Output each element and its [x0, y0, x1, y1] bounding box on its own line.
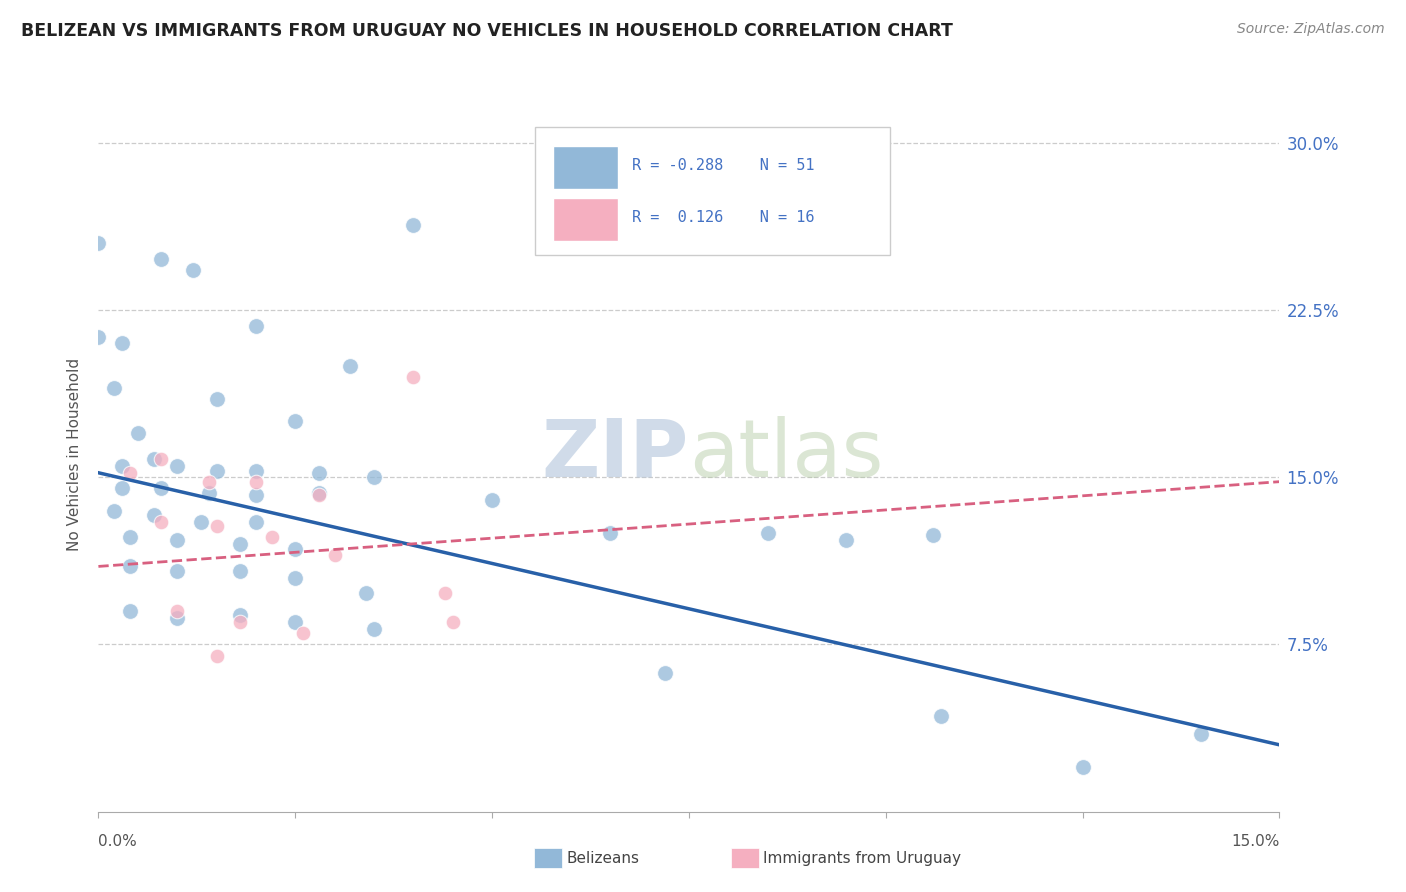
- Point: [111, 336, 134, 351]
- Point: [118, 604, 141, 618]
- Point: [402, 369, 425, 384]
- Text: atlas: atlas: [689, 416, 883, 494]
- Point: [166, 604, 188, 618]
- Point: [229, 615, 252, 630]
- Point: [323, 548, 346, 563]
- Point: [190, 515, 212, 529]
- Text: Belizeans: Belizeans: [567, 851, 640, 865]
- Point: [922, 528, 945, 542]
- Point: [245, 464, 267, 478]
- Point: [205, 392, 228, 407]
- Point: [245, 318, 267, 333]
- Point: [150, 515, 173, 529]
- Point: [118, 466, 141, 480]
- Point: [433, 586, 456, 600]
- Point: [229, 608, 252, 623]
- Point: [284, 615, 307, 630]
- Point: [150, 482, 173, 496]
- Point: [363, 622, 385, 636]
- Point: [245, 475, 267, 489]
- Point: [292, 626, 315, 640]
- Point: [339, 359, 361, 373]
- Point: [229, 564, 252, 578]
- Point: [87, 236, 110, 251]
- Point: [284, 571, 307, 585]
- Point: [118, 530, 141, 544]
- Point: [205, 648, 228, 663]
- Point: [1189, 726, 1212, 740]
- Point: [87, 330, 110, 344]
- Point: [111, 459, 134, 474]
- Point: [229, 537, 252, 551]
- Point: [245, 488, 267, 502]
- Point: [103, 503, 125, 517]
- Point: [205, 464, 228, 478]
- Point: [756, 526, 779, 541]
- Text: ZIP: ZIP: [541, 416, 689, 494]
- Point: [245, 515, 267, 529]
- Text: 0.0%: 0.0%: [98, 834, 138, 849]
- Point: [1071, 760, 1094, 774]
- Text: Immigrants from Uruguay: Immigrants from Uruguay: [763, 851, 962, 865]
- Point: [103, 381, 125, 395]
- FancyBboxPatch shape: [553, 146, 619, 189]
- Text: R =  0.126    N = 16: R = 0.126 N = 16: [633, 210, 814, 225]
- Text: 15.0%: 15.0%: [1232, 834, 1279, 849]
- FancyBboxPatch shape: [536, 127, 890, 255]
- Point: [127, 425, 149, 440]
- Point: [142, 452, 165, 467]
- Point: [205, 519, 228, 533]
- Point: [308, 466, 330, 480]
- Point: [142, 508, 165, 523]
- Point: [166, 611, 188, 625]
- Point: [929, 708, 952, 723]
- Point: [166, 564, 188, 578]
- Point: [654, 666, 676, 681]
- Point: [118, 559, 141, 574]
- Point: [308, 488, 330, 502]
- Text: R = -0.288    N = 51: R = -0.288 N = 51: [633, 158, 814, 173]
- Point: [402, 219, 425, 233]
- Point: [599, 526, 621, 541]
- Point: [835, 533, 858, 547]
- Y-axis label: No Vehicles in Household: No Vehicles in Household: [67, 359, 83, 551]
- Point: [284, 541, 307, 556]
- Point: [308, 485, 330, 500]
- Point: [197, 475, 219, 489]
- Point: [441, 615, 464, 630]
- Point: [150, 452, 173, 467]
- Point: [481, 492, 503, 507]
- FancyBboxPatch shape: [553, 198, 619, 241]
- Point: [260, 530, 283, 544]
- Point: [111, 482, 134, 496]
- Point: [166, 459, 188, 474]
- Point: [363, 470, 385, 484]
- Text: Source: ZipAtlas.com: Source: ZipAtlas.com: [1237, 22, 1385, 37]
- Point: [181, 263, 204, 277]
- Point: [150, 252, 173, 266]
- Text: BELIZEAN VS IMMIGRANTS FROM URUGUAY NO VEHICLES IN HOUSEHOLD CORRELATION CHART: BELIZEAN VS IMMIGRANTS FROM URUGUAY NO V…: [21, 22, 953, 40]
- Point: [197, 485, 219, 500]
- Point: [354, 586, 377, 600]
- Point: [166, 533, 188, 547]
- Point: [284, 414, 307, 429]
